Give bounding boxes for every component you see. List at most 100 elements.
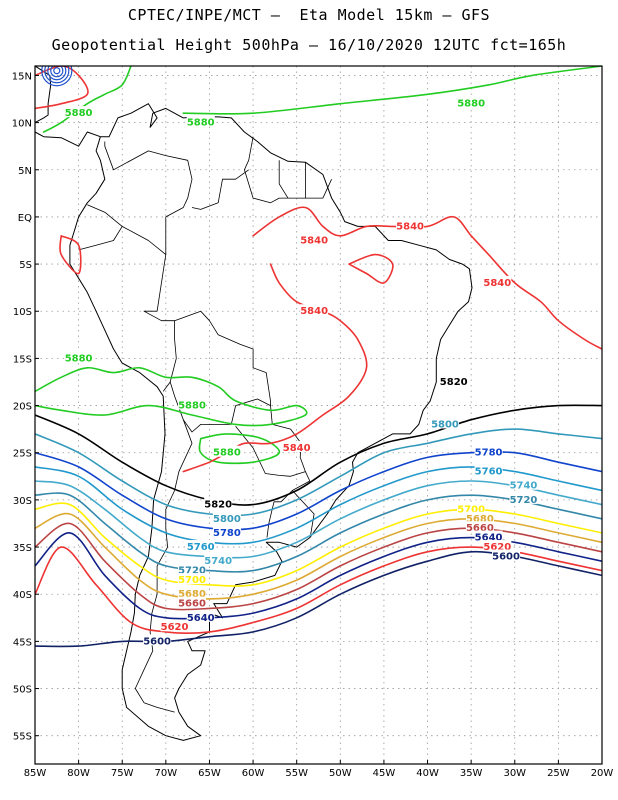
contour-label-bg [160, 620, 189, 632]
low-center-ring [44, 66, 70, 84]
lat-tick-label: 25S [13, 449, 32, 460]
lon-tick-label: 30W [503, 768, 526, 779]
contour-label-bg [483, 275, 512, 287]
contour-label-bg [186, 115, 215, 127]
contour-label: 5800 [431, 419, 459, 430]
lon-tick-label: 80W [67, 768, 90, 779]
lon-tick-label: 45W [373, 768, 396, 779]
contour-label-bg [204, 497, 233, 509]
contour-label-bg [143, 634, 172, 646]
contour-label: 5700 [457, 504, 485, 515]
contour-label: 5880 [65, 108, 93, 119]
contour-label: 5880 [187, 118, 215, 129]
contour-label-bg [465, 521, 494, 533]
contour-label: 5740 [204, 556, 232, 567]
contour-5820 [35, 404, 602, 506]
contour-label: 5700 [178, 575, 206, 586]
contour-label: 5840 [283, 443, 311, 454]
contour-label: 5600 [143, 636, 171, 647]
contour-label-bg [212, 511, 241, 523]
lat-tick-label: 5S [19, 260, 32, 271]
lat-tick-label: 45S [13, 637, 32, 648]
contour-label-bg [465, 511, 494, 523]
contour-label: 5880 [457, 99, 485, 110]
contour-5720 [35, 492, 602, 573]
contour-label: 5800 [213, 514, 241, 525]
contour-label: 5640 [187, 613, 215, 624]
contour-label: 5880 [65, 353, 93, 364]
contour-5800 [35, 428, 602, 517]
lon-tick-label: 50W [329, 768, 352, 779]
map-background [35, 66, 602, 764]
contour-5880 [42, 66, 132, 133]
contour-label-bg [178, 596, 207, 608]
lat-tick-label: 20S [13, 402, 32, 413]
contour-label: 5620 [483, 542, 511, 553]
contour-label-bg [212, 445, 241, 457]
contour-label: 5640 [475, 533, 503, 544]
contour-label-bg [474, 530, 503, 542]
contour-label-bg [212, 525, 241, 537]
contour-label-bg [457, 502, 486, 514]
contour-label-bg [186, 540, 215, 552]
contour-label: 5760 [187, 542, 215, 553]
contour-5760 [35, 466, 602, 545]
contour-5880 [198, 433, 281, 465]
lat-tick-label: 30S [13, 496, 32, 507]
lat-tick-label: 40S [13, 590, 32, 601]
contour-label: 5840 [396, 221, 424, 232]
lon-tick-label: 60W [242, 768, 265, 779]
map-title-line-2: Geopotential Height 500hPa – 16/10/2020 … [51, 36, 567, 54]
country-border [244, 136, 332, 204]
contour-5880 [182, 66, 602, 115]
contour-label-bg [483, 540, 512, 552]
contour-5840 [348, 253, 394, 284]
contour-label: 5780 [213, 528, 241, 539]
low-center-ring [53, 67, 61, 75]
contour-label: 5680 [178, 589, 206, 600]
contour-label: 5760 [475, 467, 503, 478]
lon-tick-label: 65W [198, 768, 221, 779]
contour-label-bg [300, 233, 329, 245]
lat-tick-label: 10N [12, 119, 32, 130]
contour-5740 [35, 480, 602, 559]
country-border [87, 141, 193, 255]
lat-tick-label: 5N [18, 166, 32, 177]
contour-label: 5660 [178, 599, 206, 610]
contour-label-bg [186, 610, 215, 622]
contour-label: 5840 [300, 236, 328, 247]
lat-tick-label: 35S [13, 543, 32, 554]
contour-label: 5660 [466, 523, 494, 534]
graticule-grid [34, 66, 603, 764]
map-frame [34, 65, 603, 765]
contour-label-bg [178, 573, 207, 585]
contour-label-bg [430, 417, 459, 429]
contour-label: 5740 [510, 481, 538, 492]
contour-label: 5840 [483, 278, 511, 289]
contour-label: 5880 [213, 448, 241, 459]
low-center-ring [41, 66, 73, 87]
lat-tick-label: EQ [18, 213, 32, 224]
contour-label-bg [300, 304, 329, 316]
contour-label-bg [282, 441, 311, 453]
lon-tick-label: 75W [111, 768, 134, 779]
lon-tick-label: 25W [547, 768, 570, 779]
contour-label-bg [509, 478, 538, 490]
lat-tick-label: 15S [13, 354, 32, 365]
contour-label: 5820 [204, 500, 232, 511]
lat-tick-label: 15N [12, 71, 32, 82]
contour-labels: 5880 5880 5880 5880 5880 5880 5840 5840 5840 5840… [64, 96, 538, 647]
contour-label-bg [474, 464, 503, 476]
coastline [35, 66, 473, 741]
map-geography [35, 66, 473, 741]
contour-label-bg [178, 398, 207, 410]
low-center-ring [47, 66, 67, 81]
contour-label: 5820 [440, 377, 468, 388]
low-pressure-center [41, 66, 73, 87]
contour-label-bg [439, 374, 468, 386]
contour-5680 [35, 512, 602, 600]
contour-label-bg [204, 554, 233, 566]
contour-label: 5620 [161, 622, 189, 633]
country-border [266, 471, 311, 538]
